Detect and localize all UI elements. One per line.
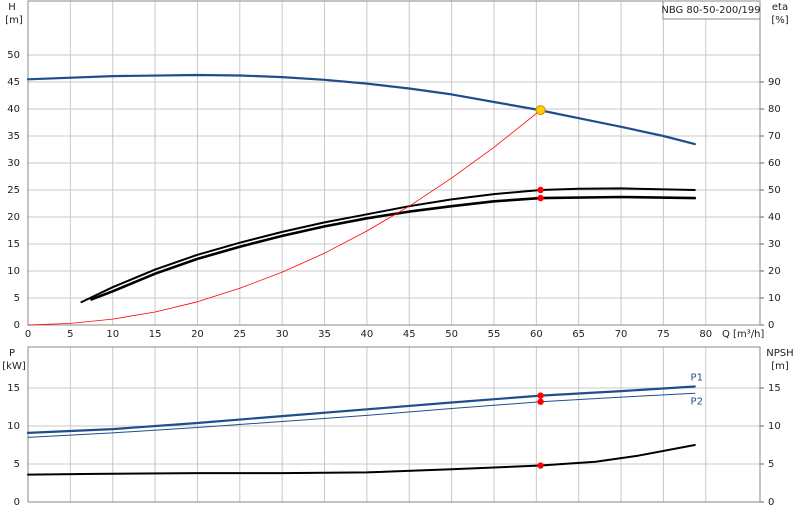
curve — [27, 444, 696, 476]
x-tick-label: 35 — [318, 329, 331, 340]
y2-tick-label: 50 — [768, 185, 781, 196]
y2-tick-label: 5 — [768, 459, 774, 470]
y-tick-label: 15 — [7, 383, 20, 394]
y2-axis-unit: [m] — [771, 361, 789, 372]
x-tick-label: 15 — [149, 329, 162, 340]
x-tick-label: 65 — [572, 329, 585, 340]
curve — [27, 392, 696, 438]
y-axis-unit: [m] — [5, 15, 23, 26]
x-tick-label: 5 — [67, 329, 73, 340]
x-axis-label: Q [m³/h] — [722, 329, 764, 340]
y-tick-label: 50 — [7, 50, 20, 61]
series-label: P1 — [691, 373, 703, 384]
y-tick-label: 15 — [7, 239, 20, 250]
y2-tick-label: 10 — [768, 421, 781, 432]
y-tick-label: 0 — [14, 497, 20, 508]
y2-tick-label: 40 — [768, 212, 781, 223]
curve — [26, 385, 696, 434]
model-box — [662, 0, 761, 20]
x-tick-label: 75 — [657, 329, 670, 340]
x-tick-label: 70 — [615, 329, 628, 340]
y2-tick-label: 90 — [768, 77, 781, 88]
x-tick-label: 10 — [106, 329, 119, 340]
x-tick-label: 40 — [361, 329, 374, 340]
y-tick-label: 0 — [14, 320, 20, 331]
y-axis-label: P — [9, 348, 15, 359]
operating-point — [537, 462, 544, 469]
y-axis-unit: [kW] — [2, 361, 26, 372]
y-tick-label: 35 — [7, 131, 20, 142]
y2-tick-label: 20 — [768, 266, 781, 277]
y2-tick-label: 15 — [768, 383, 781, 394]
y2-tick-label: 0 — [768, 497, 774, 508]
operating-point — [537, 186, 544, 194]
curve — [26, 73, 696, 146]
x-tick-label: 60 — [530, 329, 543, 340]
x-tick-label: 50 — [445, 329, 458, 340]
x-tick-label: 20 — [191, 329, 204, 340]
y2-axis-label: eta — [772, 2, 788, 13]
curve — [80, 187, 696, 304]
y-axis-label: H — [8, 2, 16, 13]
y-tick-label: 40 — [7, 104, 20, 115]
curve — [27, 109, 541, 326]
y2-axis-label: NPSH — [766, 348, 793, 359]
y-tick-label: 25 — [7, 185, 20, 196]
y-tick-label: 10 — [7, 266, 20, 277]
x-tick-label: 0 — [25, 329, 31, 340]
y2-tick-label: 80 — [768, 104, 781, 115]
operating-point — [537, 392, 544, 399]
operating-point — [537, 398, 544, 405]
y-tick-label: 30 — [7, 158, 20, 169]
y-tick-label: 10 — [7, 421, 20, 432]
operating-point — [535, 105, 546, 116]
x-tick-label: 55 — [488, 329, 501, 340]
y2-tick-label: 10 — [768, 293, 781, 304]
x-tick-label: 45 — [403, 329, 416, 340]
y2-axis-unit: [%] — [771, 15, 788, 26]
model-label: NBG 80-50-200/199 — [661, 5, 760, 16]
y-tick-label: 5 — [14, 293, 20, 304]
y2-tick-label: 70 — [768, 131, 781, 142]
series-label: P2 — [691, 396, 703, 407]
plot-frame — [27, 346, 761, 503]
y-tick-label: 20 — [7, 212, 20, 223]
x-tick-label: 30 — [276, 329, 289, 340]
y2-tick-label: 0 — [768, 320, 774, 331]
plot-frame — [27, 0, 761, 326]
x-tick-label: 80 — [699, 329, 712, 340]
operating-point — [537, 194, 544, 202]
y2-tick-label: 60 — [768, 158, 781, 169]
y-tick-label: 45 — [7, 77, 20, 88]
y2-tick-label: 30 — [768, 239, 781, 250]
y-tick-label: 5 — [14, 459, 20, 470]
x-tick-label: 25 — [233, 329, 246, 340]
curve — [90, 195, 697, 301]
